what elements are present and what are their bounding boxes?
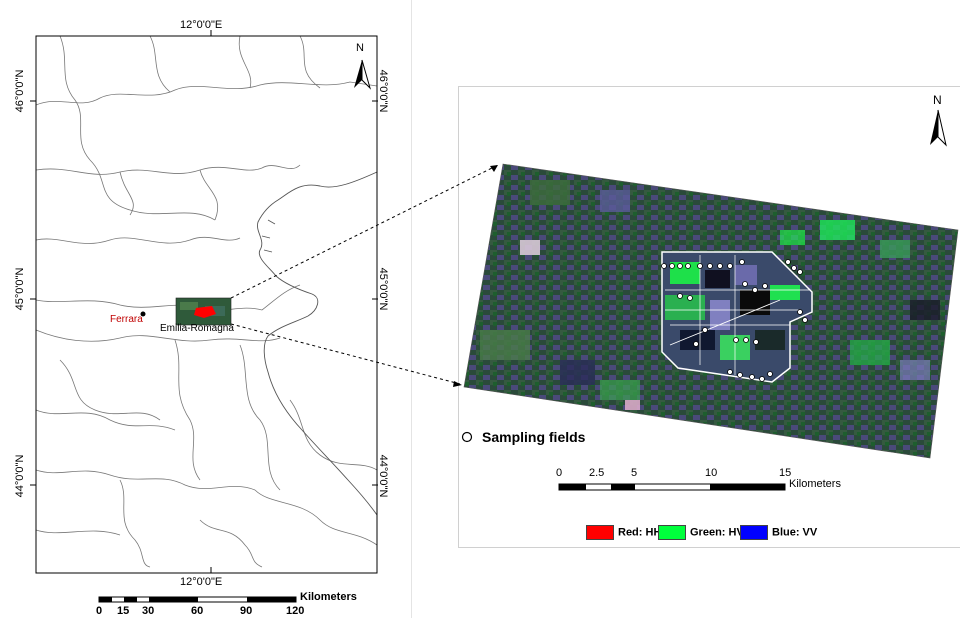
right-scale-tick-5: 5 [631, 467, 638, 479]
left-scale-tick-90: 90 [240, 605, 253, 617]
right-scale-bar [558, 483, 786, 491]
sampling-area [661, 251, 813, 383]
left-scale-bar [98, 596, 297, 603]
sampling-fields-label: Sampling fields [482, 429, 586, 445]
legend-red-hh: Red: HH [586, 525, 661, 540]
study-area-highlight [194, 306, 216, 318]
left-north-label: N [356, 42, 364, 54]
right-scale-tick-15: 15 [779, 467, 792, 479]
left-north-arrow-icon [354, 59, 372, 90]
left-scale-unit: Kilometers [300, 591, 357, 603]
administrative-boundaries [35, 35, 378, 568]
emilia-romagna-label: Emilia-Romagna [160, 323, 234, 334]
legend-blue-label: Blue: VV [772, 526, 818, 539]
left-scale-tick-120: 120 [286, 605, 305, 617]
right-north-arrow-icon [930, 109, 947, 147]
right-scale-tick-0: 0 [556, 467, 563, 479]
legend-blue-swatch [740, 525, 768, 540]
legend-blue-vv: Blue: VV [740, 525, 817, 540]
legend-green-label: Green: HV [690, 526, 744, 539]
left-scale-tick-60: 60 [191, 605, 204, 617]
right-north-label: N [933, 93, 942, 107]
left-scale-tick-30: 30 [142, 605, 155, 617]
ferrara-dot [140, 311, 146, 317]
location-map-frame [30, 30, 378, 603]
leader-line-top [230, 164, 499, 299]
top-longitude-label: 12°0'0"E [180, 19, 223, 31]
leader-line-bottom [230, 323, 461, 385]
right-scale-tick-2-5: 2.5 [589, 467, 605, 479]
left-scale-tick-0: 0 [96, 605, 103, 617]
left-scale-tick-15: 15 [117, 605, 130, 617]
right-scale-tick-10: 10 [705, 467, 718, 479]
sampling-legend-icon [461, 431, 473, 443]
ferrara-label: Ferrara [110, 314, 143, 325]
bottom-longitude-label: 12°0'0"E [180, 576, 223, 588]
coastline [257, 171, 378, 516]
panel-separator [411, 0, 412, 618]
legend-green-hv: Green: HV [658, 525, 744, 540]
sampling-field-markers [661, 259, 808, 382]
legend-green-swatch [658, 525, 686, 540]
legend-red-label: Red: HH [618, 526, 662, 539]
right-scale-unit: Kilometers [789, 478, 841, 490]
legend-red-swatch [586, 525, 614, 540]
